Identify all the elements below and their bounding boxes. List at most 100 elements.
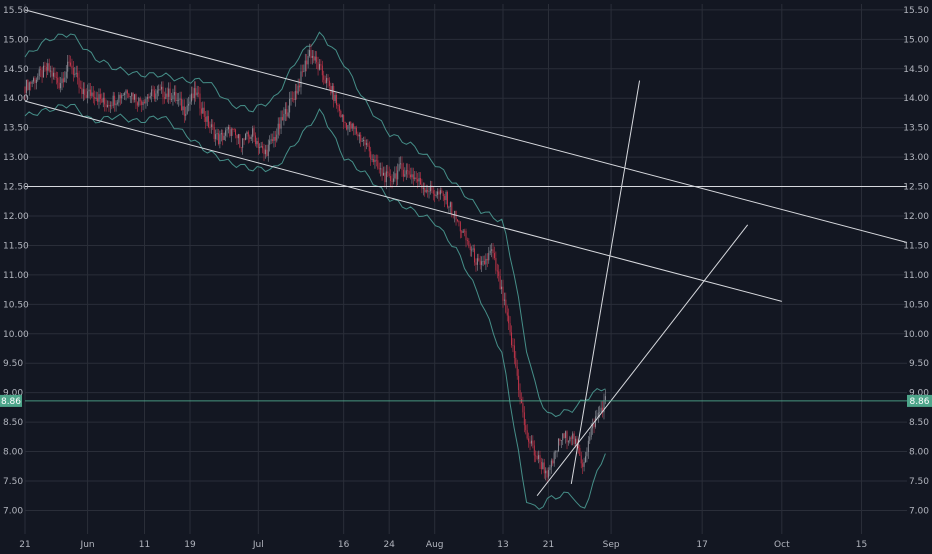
- candle-body: [236, 135, 238, 139]
- candle-body: [502, 286, 504, 301]
- y-tick-label-left: 13.50: [3, 124, 29, 134]
- candle-body: [139, 98, 141, 102]
- candle-body: [125, 90, 127, 94]
- candle-body: [478, 258, 480, 261]
- candle-body: [388, 173, 390, 176]
- candle-body: [485, 258, 487, 265]
- candle-body: [462, 230, 464, 233]
- candle-body: [101, 98, 103, 103]
- candle-body: [296, 90, 298, 94]
- candle-body: [579, 448, 581, 456]
- candle-body: [321, 65, 323, 76]
- candle-body: [62, 78, 64, 83]
- candle-body: [351, 123, 353, 129]
- candle-body: [89, 89, 91, 96]
- candle-body: [378, 168, 380, 170]
- candle-body: [272, 139, 274, 141]
- candle-body: [176, 99, 178, 101]
- candle-body: [71, 65, 73, 68]
- candle-body: [529, 441, 531, 444]
- candle-body: [256, 141, 258, 145]
- candle-body: [382, 172, 384, 176]
- candle-body: [156, 90, 158, 94]
- candle-body: [151, 89, 153, 97]
- candle-body: [30, 82, 32, 84]
- candle-body: [220, 133, 222, 135]
- candle-body: [577, 446, 579, 449]
- candle-body: [219, 134, 221, 145]
- candle-body: [592, 424, 594, 429]
- candle-body: [94, 96, 96, 99]
- candle-body: [314, 56, 316, 61]
- candle-body: [203, 107, 205, 117]
- candle-body: [199, 93, 201, 109]
- candle-body: [61, 78, 63, 84]
- x-tick-label: 13: [497, 540, 508, 550]
- candle-body: [196, 92, 198, 96]
- candle-body: [469, 246, 471, 251]
- candle-body: [489, 250, 491, 253]
- candle-body: [283, 114, 285, 121]
- candle-body: [178, 99, 180, 101]
- candle-body: [210, 124, 212, 128]
- x-tick-label: 19: [184, 540, 196, 550]
- candle-body: [508, 315, 510, 324]
- candle-body: [165, 93, 167, 99]
- candle-body: [259, 147, 261, 149]
- candle-body: [373, 159, 375, 163]
- candle-body: [245, 133, 246, 140]
- candle-body: [361, 140, 363, 142]
- candle-body: [465, 230, 467, 241]
- candle-body: [401, 163, 403, 170]
- candle-body: [344, 122, 346, 123]
- candle-body: [180, 98, 182, 111]
- current-price-badges: 8.86 8.86: [0, 394, 932, 407]
- candle-body: [506, 312, 508, 316]
- candle-body: [513, 345, 515, 358]
- candle-body: [464, 230, 466, 232]
- candle-body: [134, 94, 136, 100]
- candle-body: [111, 105, 113, 107]
- candle-body: [116, 102, 118, 104]
- candle-body: [239, 134, 241, 148]
- candle-body: [155, 93, 157, 99]
- candle-body: [233, 129, 235, 131]
- candle-body: [370, 151, 372, 160]
- candle-body: [60, 83, 62, 89]
- y-tick-label-left: 12.00: [3, 212, 29, 222]
- candle-body: [387, 171, 389, 174]
- candle-body: [354, 127, 356, 129]
- candle-body: [281, 117, 283, 121]
- candle-body: [42, 65, 44, 78]
- candle-body: [350, 121, 352, 129]
- candle-body: [104, 97, 106, 105]
- candle-body: [505, 299, 507, 313]
- candle-body: [530, 440, 532, 444]
- candle-body: [501, 286, 503, 290]
- y-tick-label-right: 7.50: [909, 477, 929, 487]
- y-tick-label-left: 14.50: [3, 65, 29, 75]
- candle-body: [600, 407, 602, 412]
- candle-body: [243, 138, 245, 140]
- candle-body: [556, 451, 558, 452]
- candle-body: [336, 94, 338, 106]
- candle-body: [148, 96, 150, 98]
- y-axis-left: 7.00 7.50 8.00 8.50 9.00 9.50 10.00 10.50 11.00 1…: [3, 6, 29, 517]
- candle-body: [202, 107, 204, 114]
- candle-body: [328, 80, 330, 86]
- candle-body: [50, 70, 52, 72]
- x-tick-label: Jul: [252, 540, 264, 550]
- candle-body: [338, 105, 340, 111]
- candle-body: [404, 174, 406, 177]
- x-tick-label: Aug: [426, 540, 444, 550]
- y-tick-label-right: 7.00: [909, 506, 929, 516]
- y-tick-label-left: 11.00: [3, 271, 29, 281]
- candle-body: [189, 101, 191, 104]
- candle-body: [313, 55, 315, 61]
- candle-body: [390, 175, 392, 182]
- candle-body: [560, 440, 562, 442]
- candle-body: [84, 89, 86, 96]
- candle-body: [367, 143, 369, 146]
- candle-body: [171, 99, 173, 101]
- candle-body: [252, 128, 254, 137]
